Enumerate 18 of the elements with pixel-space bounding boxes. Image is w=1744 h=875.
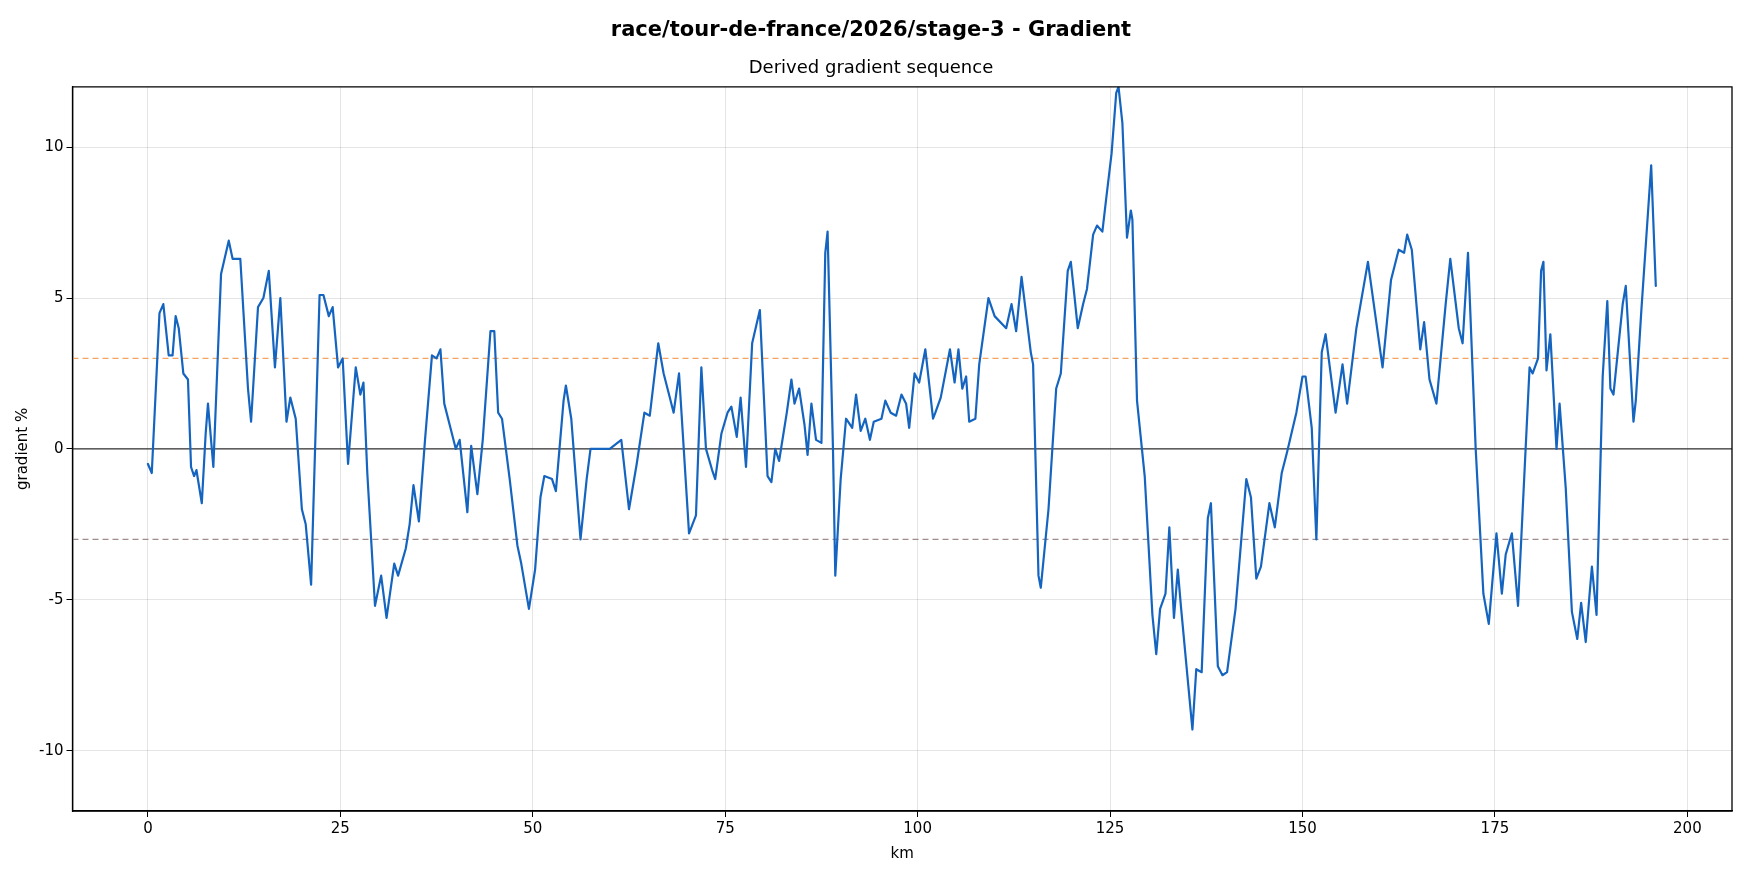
x-tick-label: 50 bbox=[523, 818, 543, 837]
x-tick-label: 100 bbox=[903, 818, 932, 837]
x-tick-label: 150 bbox=[1288, 818, 1317, 837]
y-tick-label: 10 bbox=[44, 137, 64, 156]
y-tick-label: 5 bbox=[53, 287, 64, 306]
x-tick-label: 175 bbox=[1480, 818, 1510, 837]
y-tick-label: -10 bbox=[39, 740, 64, 759]
x-tick-label: 0 bbox=[143, 818, 153, 837]
x-tick-label: 25 bbox=[330, 818, 350, 837]
y-tick-label: -5 bbox=[48, 589, 64, 608]
chart-title: race/tour-de-france/2026/stage-3 - Gradient bbox=[610, 17, 1132, 42]
x-tick-label: 200 bbox=[1673, 818, 1702, 837]
y-axis-title: gradient % bbox=[12, 407, 31, 491]
x-tick-label: 125 bbox=[1095, 818, 1125, 837]
x-tick-label: 75 bbox=[715, 818, 735, 837]
x-axis-title: km bbox=[890, 843, 914, 862]
y-tick-label: 0 bbox=[53, 438, 64, 457]
chart-subtitle: Derived gradient sequence bbox=[748, 55, 994, 77]
